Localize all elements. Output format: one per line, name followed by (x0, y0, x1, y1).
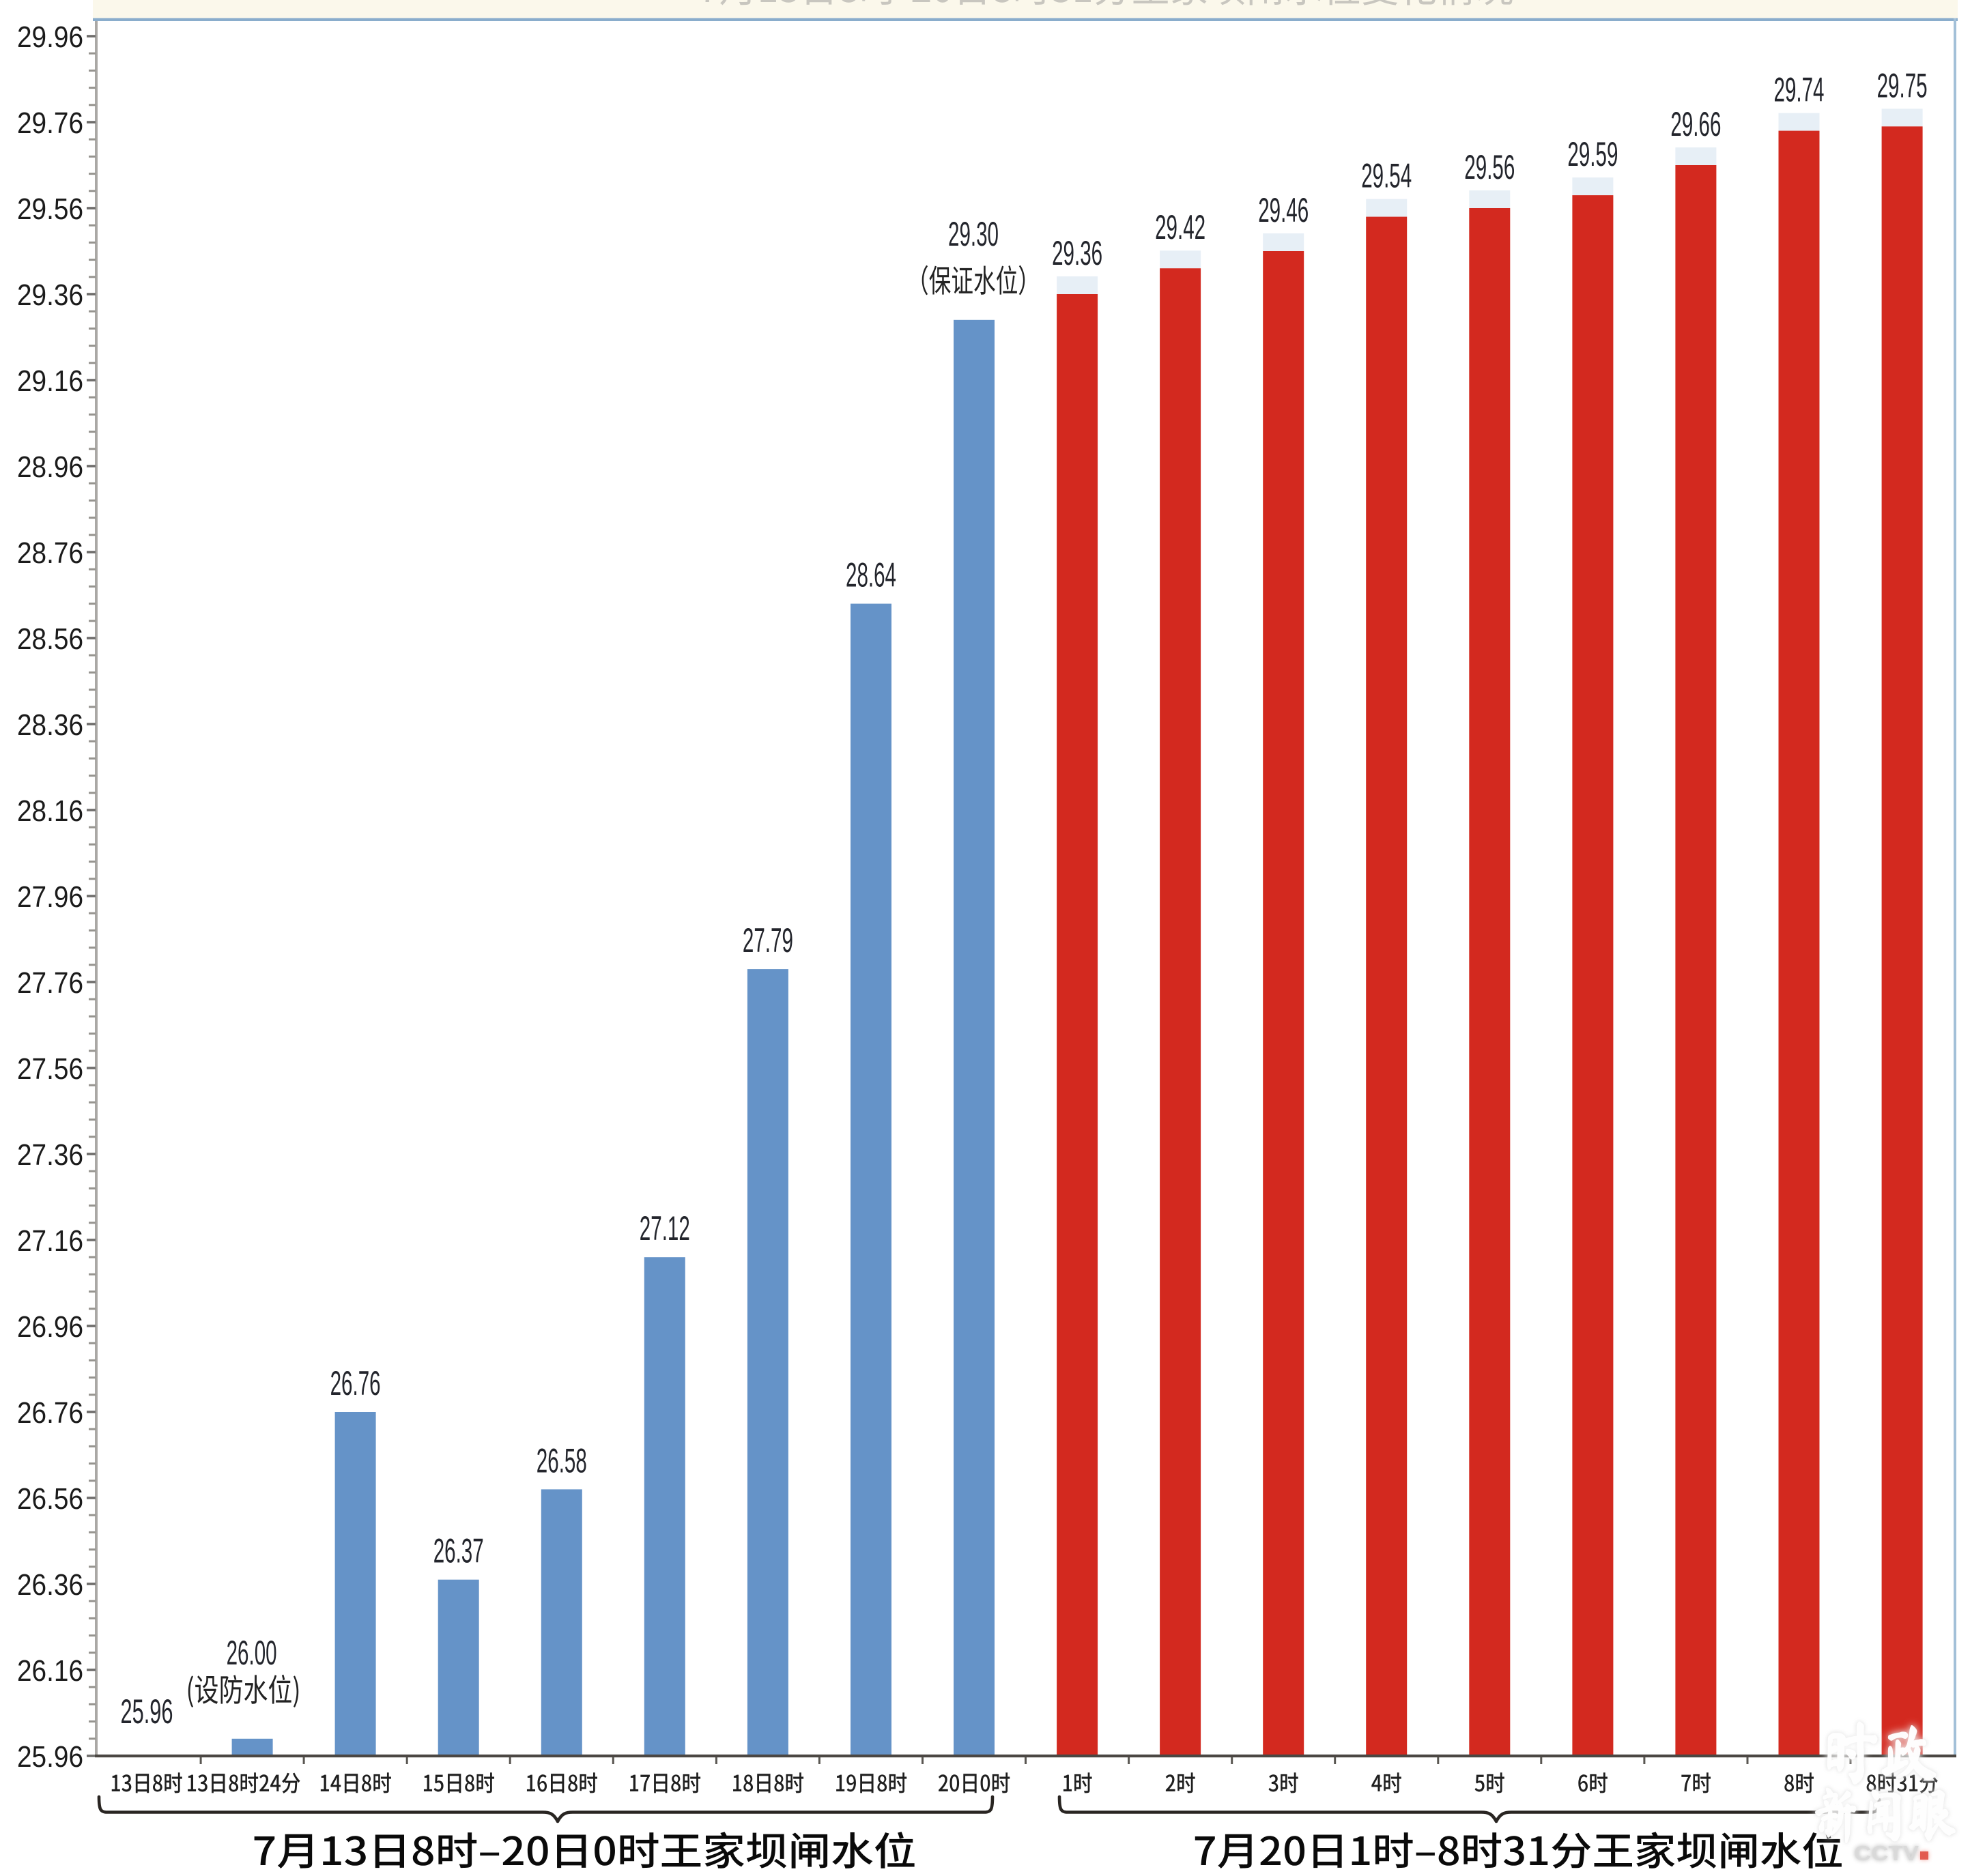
svg-text:28.56: 28.56 (17, 622, 83, 656)
svg-text:26.56: 26.56 (17, 1482, 83, 1516)
svg-text:29.66: 29.66 (1670, 105, 1721, 143)
svg-text:29.96: 29.96 (17, 20, 83, 54)
svg-text:28.76: 28.76 (17, 536, 83, 570)
svg-text:28.64: 28.64 (846, 556, 896, 594)
svg-text:29.36: 29.36 (17, 278, 83, 312)
svg-text:28.36: 28.36 (17, 708, 83, 742)
svg-text:29.76: 29.76 (17, 106, 83, 140)
svg-text:29.59: 29.59 (1567, 135, 1618, 173)
svg-text:26.00: 26.00 (227, 1634, 277, 1672)
svg-text:27.16: 27.16 (17, 1224, 83, 1258)
svg-text:29.46: 29.46 (1258, 191, 1309, 229)
svg-text:26.37: 26.37 (433, 1532, 484, 1570)
svg-text:27.79: 27.79 (743, 921, 793, 959)
svg-text:27.36: 27.36 (17, 1138, 83, 1172)
svg-text:29.56: 29.56 (1464, 148, 1515, 186)
svg-text:29.16: 29.16 (17, 364, 83, 398)
svg-text:29.54: 29.54 (1361, 157, 1412, 195)
svg-text:29.30: 29.30 (948, 215, 999, 253)
svg-text:26.96: 26.96 (17, 1310, 83, 1344)
svg-text:27.12: 27.12 (640, 1209, 690, 1247)
svg-text:28.16: 28.16 (17, 794, 83, 828)
svg-text:27.76: 27.76 (17, 966, 83, 1000)
svg-text:27.96: 27.96 (17, 880, 83, 914)
svg-text:28.96: 28.96 (17, 450, 83, 484)
svg-text:26.76: 26.76 (17, 1396, 83, 1430)
svg-text:26.76: 26.76 (330, 1364, 381, 1402)
svg-text:27.56: 27.56 (17, 1052, 83, 1086)
svg-text:29.42: 29.42 (1155, 208, 1205, 246)
svg-text:25.96: 25.96 (17, 1740, 83, 1774)
svg-text:29.75: 29.75 (1877, 66, 1928, 104)
svg-text:29.36: 29.36 (1052, 234, 1102, 272)
svg-text:25.96: 25.96 (121, 1692, 173, 1731)
svg-text:29.74: 29.74 (1774, 71, 1825, 109)
svg-text:26.36: 26.36 (17, 1568, 83, 1602)
svg-text:CCTV: CCTV (1854, 1841, 1919, 1865)
svg-text:26.16: 26.16 (17, 1654, 83, 1688)
svg-text:29.56: 29.56 (17, 192, 83, 226)
svg-text:26.58: 26.58 (537, 1441, 587, 1480)
svg-text:CCTV: CCTV (1854, 1841, 1919, 1865)
